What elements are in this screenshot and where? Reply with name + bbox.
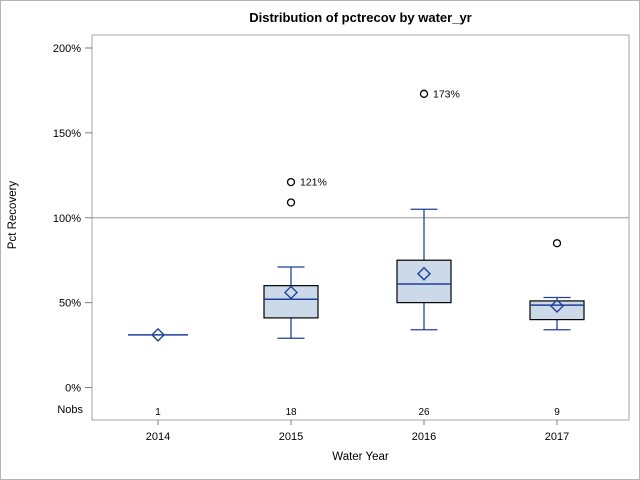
y-tick-label: 50% [59, 298, 81, 310]
boxplot-2015: 121% [263, 177, 327, 339]
outlier-point [419, 89, 429, 98]
y-tick-label: 100% [53, 213, 81, 225]
y-tick-label: 150% [53, 128, 81, 140]
nobs-value: 26 [418, 407, 430, 418]
outlier-point [552, 239, 562, 248]
y-axis-title: Pct Recovery [7, 180, 19, 250]
boxplot-2014 [128, 327, 188, 342]
nobs-row-label: Nobs [57, 404, 83, 416]
x-tick-label: 2015 [279, 431, 303, 443]
x-tick-label: 2016 [412, 431, 436, 443]
x-tick-label: 2014 [146, 431, 170, 443]
nobs-value: 1 [155, 407, 161, 418]
outlier-label: 173% [433, 88, 460, 100]
outlier-label: 121% [300, 177, 327, 189]
y-tick-label: 0% [65, 383, 81, 395]
chart-title: Distribution of pctrecov by water_yr [249, 10, 472, 25]
boxplot-2016: 173% [396, 88, 460, 331]
x-axis-title: Water Year [332, 451, 389, 463]
iqr-box [263, 285, 319, 319]
boxplot-2017 [529, 239, 585, 331]
y-tick-label: 200% [53, 43, 81, 55]
nobs-value: 9 [554, 407, 560, 418]
mean-diamond [417, 266, 431, 281]
iqr-box [529, 300, 585, 321]
outlier-point [286, 198, 296, 207]
mean-diamond [550, 299, 564, 314]
x-tick-label: 2017 [545, 431, 569, 443]
outlier-point [286, 177, 296, 187]
mean-diamond [151, 327, 165, 342]
nobs-value: 18 [285, 407, 297, 418]
mean-diamond [284, 285, 298, 300]
iqr-box [396, 259, 452, 304]
plot-area-frame [91, 34, 630, 421]
